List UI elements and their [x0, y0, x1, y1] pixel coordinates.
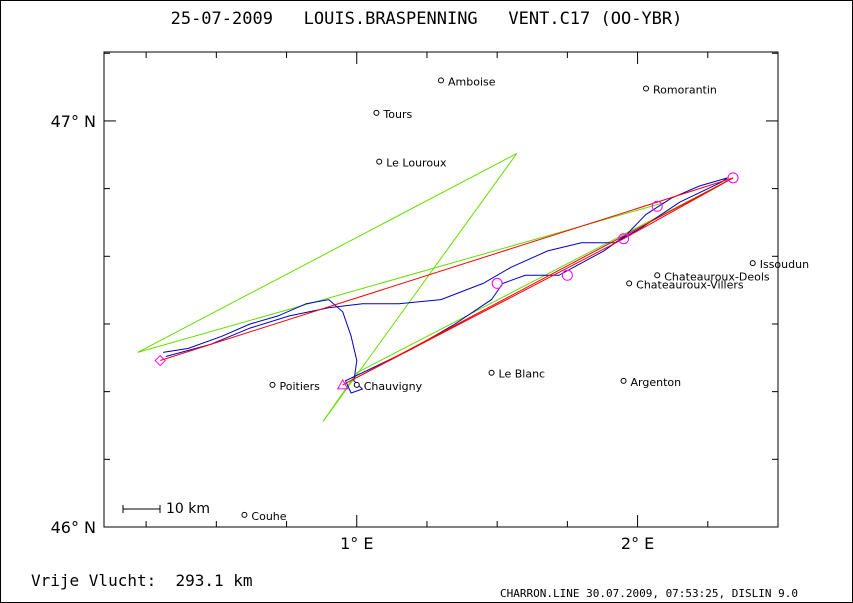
lon-label: 1° E [340, 534, 373, 553]
place-label: Le Louroux [386, 157, 447, 170]
place-dot [643, 85, 650, 92]
gps-track-line [162, 177, 728, 394]
place-label: Le Blanc [499, 368, 546, 381]
place-argenton: Argenton [620, 376, 682, 389]
map-border [103, 51, 779, 528]
place-label: Tours [382, 108, 412, 121]
place-label: Couhe [251, 510, 286, 523]
place-label: Chateauroux-Deols [664, 270, 770, 283]
turnpoint-marker [618, 233, 630, 245]
place-dot [749, 260, 756, 267]
turnpoint-marker [491, 277, 503, 289]
place-poitiers: Poitiers [269, 380, 321, 393]
place-dot [626, 280, 633, 287]
glider-name: VENT.C17 (OO-YBR) [508, 9, 683, 29]
place-dot [654, 272, 661, 279]
place-dot [269, 381, 276, 388]
place-chateauroux-villers: Chateauroux-Villers [626, 278, 744, 291]
map-ticks [104, 52, 779, 528]
gps-track [162, 177, 728, 394]
place-dot [620, 377, 627, 384]
place-label: Argenton [631, 376, 682, 389]
place-dot [376, 158, 383, 165]
plot-info: CHARRON.LINE 30.07.2009, 07:53:25, DISLI… [500, 587, 799, 600]
sector-line [322, 153, 518, 422]
scale-bar-label: 10 km [166, 501, 210, 517]
place-markers: Amboise Romorantin Tours Le Louroux Issoudun… [241, 75, 809, 523]
place-romorantin: Romorantin [643, 84, 717, 97]
axis-labels: 47° N 46° N 1° E 2° E [51, 112, 655, 553]
turnpoint-marker [727, 172, 739, 184]
place-dot [373, 109, 380, 116]
lon-label: 2° E [621, 534, 654, 553]
turnpoint-marker [651, 200, 663, 212]
turnpoint-marker [561, 269, 573, 281]
start-point-marker [154, 354, 166, 367]
place-label: Issoudun [760, 258, 809, 271]
place-couhe: Couhe [241, 510, 287, 523]
place-issoudun: Issoudun [749, 258, 809, 271]
distance-summary: Vrije Vlucht: 293.1 km [31, 571, 253, 590]
place-chateauroux-deols: Chateauroux-Deols [654, 270, 770, 283]
flight-date: 25-07-2009 [170, 9, 273, 29]
turnpoint-marker [336, 378, 349, 390]
place-le-blanc: Le Blanc [488, 368, 546, 381]
lat-label: 46° N [51, 518, 96, 537]
place-dot [438, 77, 444, 84]
scale-bar: 10 km [122, 501, 210, 517]
place-label: Chateauroux-Villers [636, 278, 744, 291]
turnpoints [154, 172, 739, 390]
lat-label: 47° N [51, 112, 96, 131]
distance-value: 293.1 km [175, 571, 253, 590]
place-label: Romorantin [653, 84, 717, 97]
place-chauvigny: Chauvigny [353, 380, 423, 393]
place-dot [353, 381, 360, 388]
place-dot [241, 511, 248, 518]
sector-line [137, 153, 666, 353]
pilot-name: LOUIS.BRASPENNING [303, 9, 478, 29]
flight-route [160, 177, 734, 386]
place-amboise: Amboise [438, 75, 496, 88]
place-label: Poitiers [280, 380, 321, 393]
place-label: Amboise [448, 75, 496, 88]
place-label: Chauvigny [364, 380, 423, 393]
flight-title: 25-07-2009 LOUIS.BRASPENNING VENT.C17 (O… [0, 9, 853, 29]
place-le-louroux: Le Louroux [376, 157, 447, 170]
route-line [160, 177, 734, 386]
place-dot [488, 369, 495, 376]
distance-label: Vrije Vlucht: [31, 571, 157, 590]
place-tours: Tours [373, 108, 412, 121]
